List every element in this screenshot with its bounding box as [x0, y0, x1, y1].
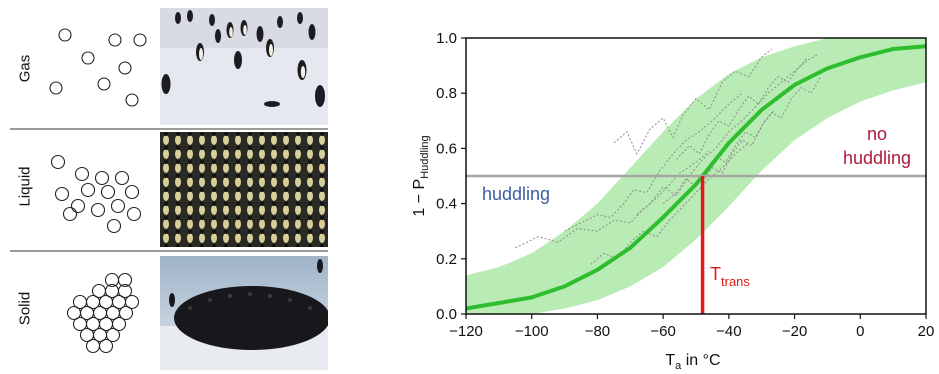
trajectory-layer	[515, 48, 822, 265]
penguins-dense-crowd-photo	[160, 132, 328, 247]
t-trans-sub: trans	[721, 274, 750, 289]
x-tick-label: 0	[856, 323, 864, 340]
x-axis-label-rest: in °C	[681, 352, 720, 369]
trajectory-6	[590, 142, 749, 265]
y-axis-label-main: 1 − P	[411, 179, 428, 217]
y-tick-label: 0.0	[436, 306, 457, 323]
phase-label-gas: Gas	[16, 54, 34, 83]
threshold-layer	[466, 174, 926, 314]
x-tick-label: −80	[585, 323, 610, 340]
x-axis-label-main: T	[665, 352, 675, 369]
annotation-huddling: huddling	[482, 184, 550, 204]
penguins-scattered-photo	[160, 8, 328, 125]
x-tick-label: 20	[918, 323, 935, 340]
phase-label-liquid: Liquid	[16, 166, 34, 207]
liquid-particles-diagram	[50, 154, 142, 234]
trajectory-7	[675, 56, 809, 160]
plot-frame	[465, 37, 927, 315]
solid-particles-diagram	[66, 272, 140, 354]
x-tick-label: −20	[782, 323, 807, 340]
y-tick-label: 0.2	[436, 251, 457, 268]
annotation-no-huddling-line1: no	[867, 124, 887, 144]
axis-layer: −120 −100 −80 −60 −40 −20 0 20 0.0 0.2 0.4 0.6 0.8 1.…	[436, 30, 934, 340]
t-trans-main: T	[710, 264, 721, 284]
huddling-chart: −120 −100 −80 −60 −40 −20 0 20 0.0 0.2 0.4 0.6 0.8 1.…	[411, 30, 934, 372]
y-tick-label: 0.4	[436, 196, 457, 213]
phase-divider-2	[10, 250, 328, 252]
trajectory-1	[515, 150, 710, 249]
penguins-huddle-photo	[160, 256, 328, 370]
phase-label-solid: Solid	[16, 291, 34, 326]
y-tick-label: 0.8	[436, 85, 457, 102]
x-tick-label: −40	[716, 323, 741, 340]
x-tick-label: −120	[449, 323, 483, 340]
annotation-no-huddling-line2: huddling	[843, 148, 911, 168]
x-tick-label: −60	[650, 323, 675, 340]
trajectory-4	[636, 54, 818, 215]
annotation-t-trans: Ttrans	[710, 264, 750, 289]
trajectory-8	[702, 76, 822, 182]
y-tick-label: 1.0	[436, 30, 457, 47]
phase-divider-1	[10, 128, 328, 130]
y-tick-label: 0.6	[436, 140, 457, 157]
x-tick-label: −100	[515, 323, 549, 340]
x-axis-label: Ta in °C	[665, 352, 720, 372]
gas-particles-diagram	[49, 28, 147, 107]
y-axis-label: 1 − PHuddling	[411, 135, 431, 216]
sigmoid-curve	[465, 44, 927, 311]
trajectory-2	[564, 92, 743, 232]
sigmoid-curve-layer	[465, 44, 927, 311]
y-axis-label-sub: Huddling	[419, 135, 431, 178]
trajectory-5	[662, 109, 776, 204]
x-axis-label-sub: a	[675, 360, 682, 372]
